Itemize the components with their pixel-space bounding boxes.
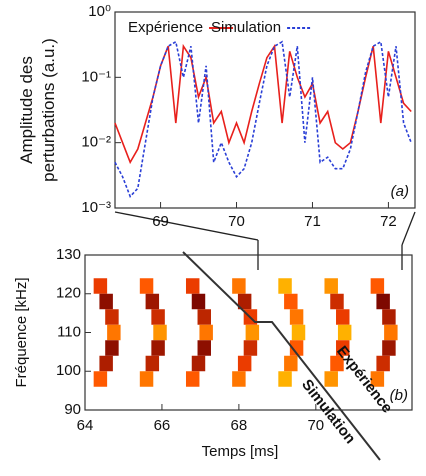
x-tick-label: 64 — [77, 417, 94, 434]
heatmap-cell — [324, 278, 338, 294]
heatmap-cell — [105, 309, 119, 325]
y-tick-label: 100 — [56, 362, 81, 379]
heatmap-cell — [105, 340, 119, 356]
heatmap-cell — [284, 293, 298, 310]
heatmap-cell — [93, 278, 108, 294]
y-tick-label: 110 — [57, 323, 81, 340]
heatmap-cell — [185, 371, 200, 387]
x-tick-label: 69 — [152, 213, 169, 230]
heatmap-cell — [93, 371, 108, 387]
y-tick-label: 10⁰ — [88, 3, 111, 20]
heatmap-cell — [199, 324, 213, 341]
heatmap-cell — [139, 371, 154, 387]
heatmap-cell — [284, 355, 298, 372]
y-axis-label: Amplitude des perturbations (a.u.) — [17, 38, 58, 182]
legend-label: Simulation — [211, 19, 281, 36]
heatmap-cell — [191, 355, 206, 372]
x-tick-label: 70 — [307, 417, 324, 434]
heatmap-cell — [99, 293, 113, 310]
y-axis-label-line: perturbations (a.u.) — [39, 38, 58, 182]
heatmap-cell — [237, 355, 252, 372]
heatmap-cell — [330, 293, 344, 310]
x-tick-label: 66 — [154, 417, 171, 434]
y-tick-label: 10⁻² — [81, 134, 111, 151]
x-tick-label: 72 — [380, 213, 397, 230]
y-tick-label: 120 — [56, 285, 81, 302]
y-tick-label: 10⁻³ — [81, 199, 111, 216]
heatmap-cell — [324, 371, 338, 387]
heatmap-cell — [336, 309, 350, 325]
x-tick-label: 70 — [228, 213, 245, 230]
heatmap-cell — [370, 371, 385, 387]
plot-frame — [114, 11, 416, 209]
x-tick-label: 71 — [304, 213, 321, 230]
heatmap-cell — [237, 293, 252, 310]
legend-label: Expérience — [128, 19, 203, 36]
x-tick-label: 68 — [231, 417, 248, 434]
heatmap-cell — [151, 309, 165, 325]
heatmap-cell — [330, 355, 344, 372]
connector — [401, 211, 416, 246]
y-axis-label-line: Amplitude des — [17, 56, 36, 164]
heatmap-cell — [376, 355, 390, 372]
heatmap-cell — [243, 340, 258, 356]
heatmap-cell — [197, 309, 211, 325]
heatmap-cell — [99, 355, 113, 372]
heatmap-cell — [107, 324, 121, 341]
heatmap-cell — [384, 324, 398, 341]
heatmap-cell — [382, 340, 396, 356]
annotation: Simulation — [298, 376, 359, 447]
overlay-line — [182, 251, 381, 461]
heatmap-cell — [291, 324, 306, 341]
panel-label: (a) — [391, 183, 409, 200]
heatmap-cell — [278, 278, 292, 294]
heatmap-cell — [245, 324, 260, 341]
y-tick-label: 90 — [64, 401, 81, 418]
series-line — [114, 40, 412, 198]
heatmap-cell — [337, 324, 352, 341]
connector — [114, 211, 259, 241]
heatmap-cell — [185, 278, 200, 294]
heatmap-cell — [289, 309, 304, 325]
series-line — [114, 43, 412, 165]
heatmap-cell — [145, 355, 160, 372]
heatmap-cell — [289, 340, 304, 356]
heatmap-cell — [191, 293, 206, 310]
heatmap-cell — [376, 293, 390, 310]
heatmap-cell — [139, 278, 154, 294]
heatmap-cell — [153, 324, 167, 341]
heatmap-cell — [151, 340, 165, 356]
heatmap-cell — [197, 340, 211, 356]
y-tick-label: 130 — [56, 246, 81, 263]
heatmap-cell — [336, 340, 350, 356]
y-axis-label: Fréquence [kHz] — [13, 277, 30, 387]
heatmap-cell — [278, 371, 292, 387]
x-axis-label: Temps [ms] — [202, 443, 279, 460]
heatmap-cell — [382, 309, 396, 325]
heatmap-cell — [232, 278, 246, 294]
panel-label: (b) — [390, 387, 408, 404]
y-tick-label: 10⁻¹ — [81, 68, 111, 85]
heatmap-cell — [145, 293, 160, 310]
heatmap-cell — [370, 278, 385, 294]
heatmap-cell — [232, 371, 246, 387]
